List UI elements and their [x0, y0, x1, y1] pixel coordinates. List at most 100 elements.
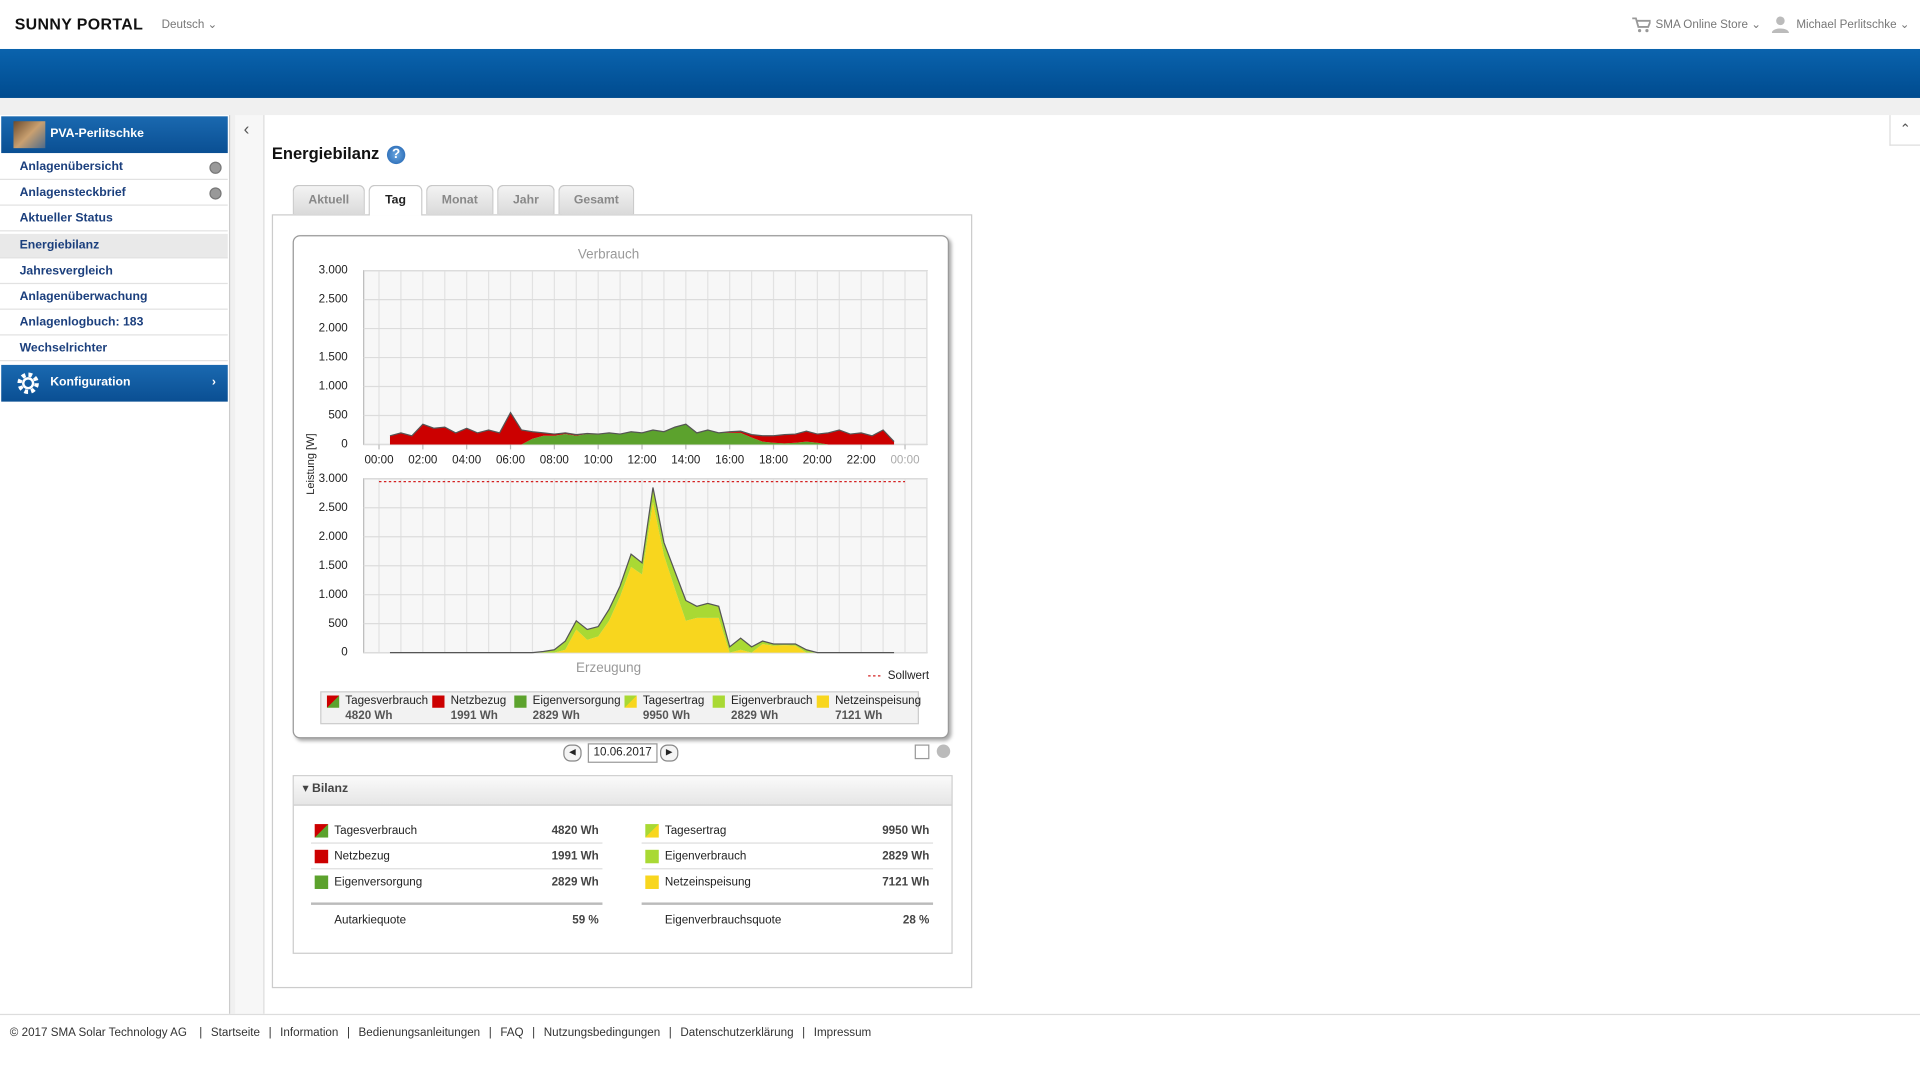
footer-separator: | [269, 1026, 272, 1039]
footer-separator: | [669, 1026, 672, 1039]
y-tick-label: 1.000 [319, 380, 349, 393]
tab[interactable]: Jahr [497, 185, 555, 214]
legend-item: Netzbezug1991 Wh [432, 694, 506, 723]
x-tick-label: 08:00 [540, 453, 570, 466]
tab[interactable]: Gesamt [558, 185, 634, 214]
footer-separator: | [532, 1026, 535, 1039]
legend-name: Eigenverbrauch [713, 694, 813, 709]
bilanz-value: 2829 Wh [476, 876, 598, 889]
bilanz-value: 4820 Wh [476, 824, 598, 837]
y-tick-label: 500 [328, 409, 348, 422]
footer-separator: | [347, 1026, 350, 1039]
tab[interactable]: Aktuell [293, 185, 365, 214]
tab[interactable]: Monat [426, 185, 493, 214]
y-tick-label: 500 [328, 617, 348, 630]
bilanz-title: ▾ Bilanz [302, 782, 348, 795]
legend-swatch [624, 696, 636, 708]
prev-day[interactable]: ◀ [563, 744, 581, 761]
legend-item: Tagesverbrauch4820 Wh [327, 694, 428, 723]
x-tick-label: 16:00 [715, 453, 745, 466]
sum-divider [311, 902, 602, 904]
y-tick-label: 0 [341, 438, 348, 451]
quote-value: 59 % [476, 913, 598, 926]
x-tick-label: 04:00 [452, 453, 482, 466]
x-tick-label: 06:00 [496, 453, 526, 466]
legend-item: Netzeinspeisung7121 Wh [817, 694, 921, 723]
quote-label: Eigenverbrauchsquote [665, 913, 781, 926]
footer-link[interactable]: Bedienungsanleitungen [359, 1026, 481, 1039]
bilanz-swatch [645, 824, 658, 837]
bilanz-value: 9950 Wh [807, 824, 929, 837]
date-input[interactable]: 10.06.2017 [588, 743, 658, 763]
tab[interactable]: Tag [369, 185, 423, 216]
legend-swatch [514, 696, 526, 708]
legend-item: Eigenversorgung2829 Wh [514, 694, 620, 723]
x-tick-label: 00:00 [890, 453, 920, 466]
footer-links: © 2017 SMA Solar Technology AG | Startsei… [10, 1025, 871, 1040]
bilanz-label: Netzeinspeisung [665, 876, 751, 889]
legend-item: Tagesertrag9950 Wh [624, 694, 704, 723]
reference-label: Sollwert [888, 669, 930, 682]
footer: © 2017 SMA Solar Technology AG | Startsei… [0, 1014, 1920, 1080]
sum-divider [642, 902, 933, 904]
x-tick-label: 18:00 [759, 453, 789, 466]
footer-separator: | [489, 1026, 492, 1039]
quote-label: Autarkiequote [334, 913, 406, 926]
footer-link[interactable]: Datenschutzerklärung [680, 1026, 793, 1039]
x-tick-label: 12:00 [627, 453, 657, 466]
chart-title: Erzeugung [576, 660, 641, 675]
bilanz-value: 2829 Wh [807, 850, 929, 863]
legend-amount: 1991 Wh [432, 709, 506, 724]
copyright: © 2017 SMA Solar Technology AG [10, 1026, 187, 1039]
quote-value: 28 % [807, 913, 929, 926]
chart-title: Verbrauch [578, 246, 639, 261]
row-divider [642, 868, 933, 869]
settings-icon[interactable] [915, 744, 930, 759]
footer-link[interactable]: Nutzungsbedingungen [544, 1026, 660, 1039]
footer-link[interactable]: Startseite [211, 1026, 260, 1039]
x-tick-label: 10:00 [584, 453, 614, 466]
legend-swatch [327, 696, 339, 708]
bilanz-value: 1991 Wh [476, 850, 598, 863]
y-tick-label: 2.500 [319, 501, 349, 514]
y-tick-label: 1.000 [319, 588, 349, 601]
legend-amount: 9950 Wh [624, 709, 704, 724]
bilanz-label: Netzbezug [334, 850, 390, 863]
next-day[interactable]: ▶ [660, 744, 678, 761]
legend-amount: 2829 Wh [713, 709, 813, 724]
bilanz-title-text: Bilanz [312, 782, 348, 795]
export-icon[interactable] [937, 744, 950, 757]
legend-name: Tagesverbrauch [327, 694, 428, 709]
y-tick-label: 0 [341, 646, 348, 659]
bilanz-label: Eigenversorgung [334, 876, 422, 889]
bilanz-header[interactable]: ▾ Bilanz [294, 776, 952, 805]
footer-link[interactable]: Impressum [814, 1026, 872, 1039]
legend-name: Eigenversorgung [514, 694, 620, 709]
footer-link[interactable]: Information [280, 1026, 338, 1039]
bilanz-swatch [315, 876, 328, 889]
footer-link[interactable]: FAQ [500, 1026, 523, 1039]
legend-swatch [817, 696, 829, 708]
row-divider [311, 842, 602, 843]
x-tick-label: 00:00 [364, 453, 394, 466]
bilanz-panel: ▾ Bilanz [293, 775, 953, 954]
chart: Verbrauch05001.0001.5002.0002.5003.00000… [0, 0, 1920, 784]
legend-swatch [432, 696, 444, 708]
bilanz-label: Eigenverbrauch [665, 850, 746, 863]
y-tick-label: 3.000 [319, 472, 349, 485]
row-divider [642, 842, 933, 843]
y-tick-label: 2.500 [319, 293, 349, 306]
bilanz-label: Tagesverbrauch [334, 824, 417, 837]
legend-item: Eigenverbrauch2829 Wh [713, 694, 813, 723]
y-tick-label: 1.500 [319, 559, 349, 572]
legend-amount: 2829 Wh [514, 709, 620, 724]
footer-separator: | [802, 1026, 805, 1039]
bilanz-swatch [645, 876, 658, 889]
x-tick-label: 14:00 [671, 453, 701, 466]
bilanz-swatch [645, 850, 658, 863]
legend-name: Netzeinspeisung [817, 694, 921, 709]
bilanz-value: 7121 Wh [807, 876, 929, 889]
